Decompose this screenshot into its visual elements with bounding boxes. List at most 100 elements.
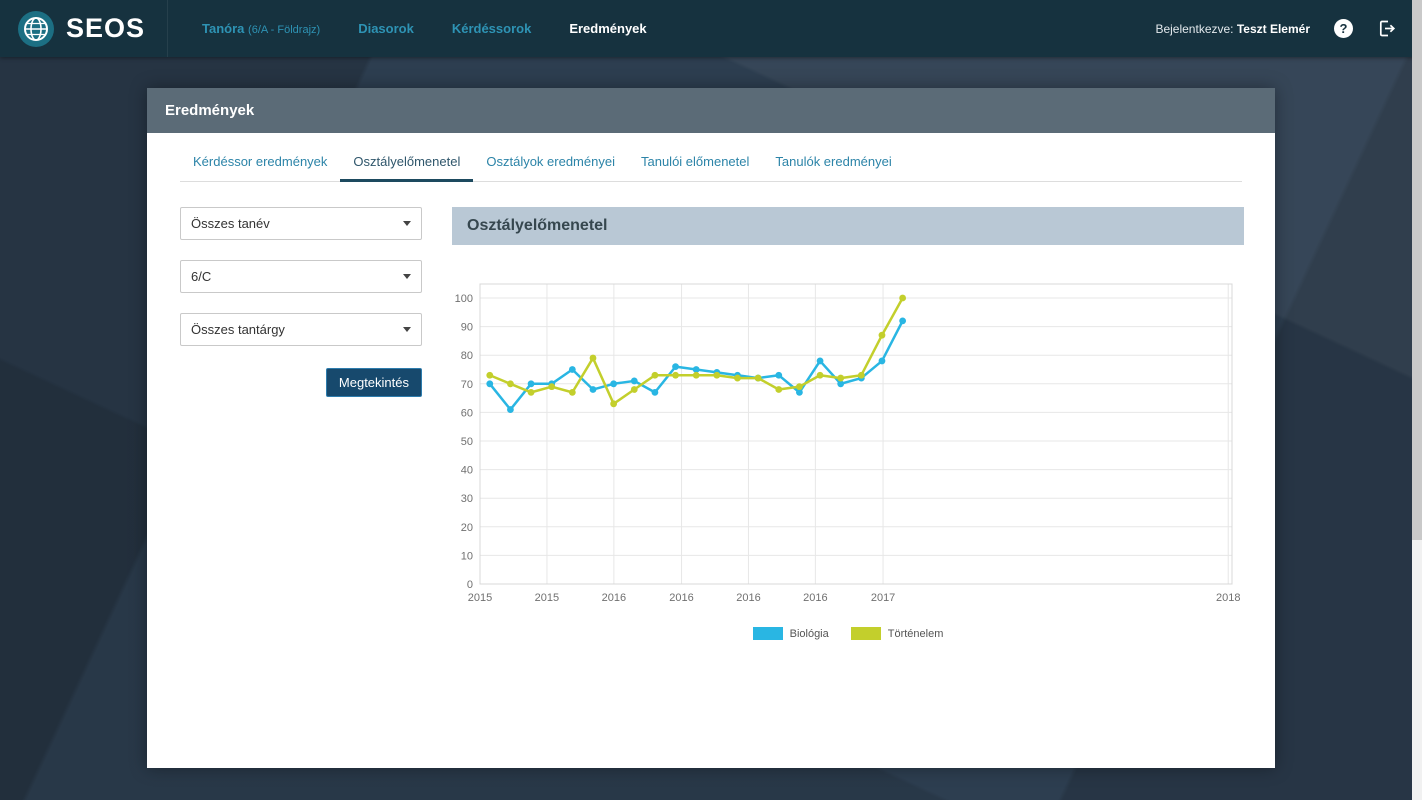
data-point <box>878 357 886 365</box>
data-point <box>589 354 597 362</box>
chevron-down-icon <box>403 274 411 279</box>
tab-osztalyok-eredmenyei[interactable]: Osztályok eredményei <box>486 154 615 169</box>
data-point <box>899 317 907 325</box>
tab-kerdessor-eredmenyek[interactable]: Kérdéssor eredmények <box>193 154 328 169</box>
subject-select-value: Összes tantárgy <box>191 322 285 337</box>
chevron-down-icon <box>403 221 411 226</box>
y-axis-tick-label: 100 <box>455 293 473 305</box>
y-axis-tick-label: 0 <box>467 579 473 591</box>
view-button[interactable]: Megtekintés <box>325 368 422 397</box>
brand-name: SEOS <box>66 13 146 43</box>
data-point <box>775 386 783 393</box>
series-line-0 <box>488 320 904 411</box>
nav-item-kerdessorok[interactable]: Kérdéssorok <box>451 21 532 36</box>
filters-column: Összes tanév 6/C Összes tantárgy Megteki… <box>180 207 422 640</box>
data-point <box>507 406 514 413</box>
legend-entry-biologia: Biológia <box>752 627 829 640</box>
class-select-value: 6/C <box>191 269 212 284</box>
nav-item-tanora-label: Tanóra <box>202 21 245 36</box>
x-axis-tick-label: 2015 <box>535 592 559 604</box>
y-axis-tick-label: 10 <box>461 550 473 562</box>
nav-item-diasorok[interactable]: Diasorok <box>358 21 414 36</box>
legend-swatch-tortenelem <box>850 627 881 640</box>
logout-icon[interactable] <box>1377 19 1396 38</box>
x-axis-tick-label: 2016 <box>602 592 626 604</box>
data-point <box>672 363 679 371</box>
data-point <box>857 371 865 379</box>
data-point <box>486 371 494 379</box>
legend-swatch-biologia <box>752 627 783 640</box>
y-axis-tick-label: 70 <box>461 379 473 391</box>
nav-item-tanora-suffix: (6/A - Földrajz) <box>248 24 321 36</box>
data-point <box>796 383 803 391</box>
chart-legend: Biológia Történelem <box>452 627 1244 640</box>
x-axis-tick-label: 2018 <box>1216 592 1240 604</box>
help-icon[interactable]: ? <box>1334 19 1353 38</box>
data-point <box>568 388 576 396</box>
x-axis-tick-label: 2016 <box>803 592 827 604</box>
data-point <box>568 366 576 373</box>
y-axis-tick-label: 60 <box>461 407 473 419</box>
data-point <box>899 294 907 302</box>
legend-label-biologia: Biológia <box>789 627 829 640</box>
scrollbar-thumb[interactable] <box>1412 0 1422 540</box>
nav-item-tanora[interactable]: Tanóra (6/A - Földrajz) <box>202 21 320 36</box>
chart-area: 0 10 20 30 40 50 60 70 80 90 100 2015 2015 2016 2016 20… <box>452 272 1244 640</box>
plot-border <box>479 283 1233 585</box>
data-point <box>630 386 638 393</box>
top-navigation-bar: SEOS Tanóra (6/A - Földrajz) Diasorok Ké… <box>0 0 1422 57</box>
school-year-select-value: Összes tanév <box>191 216 270 231</box>
data-point <box>610 400 618 408</box>
page-scrollbar <box>1412 0 1422 800</box>
data-point <box>754 374 762 382</box>
y-axis-tick-label: 40 <box>461 465 473 477</box>
data-point <box>630 377 638 385</box>
data-point <box>692 371 700 379</box>
data-point <box>837 380 845 388</box>
tab-content: Összes tanév 6/C Összes tantárgy Megteki… <box>147 182 1275 640</box>
data-point <box>610 380 618 388</box>
subject-select[interactable]: Összes tantárgy <box>180 313 422 346</box>
data-point <box>878 331 886 339</box>
x-axis-tick-label: 2017 <box>871 592 895 604</box>
y-axis-tick-label: 20 <box>461 522 473 534</box>
tab-tanulok-eredmenyei[interactable]: Tanulók eredményei <box>775 154 892 169</box>
class-select[interactable]: 6/C <box>180 260 422 293</box>
school-year-select[interactable]: Összes tanév <box>180 207 422 240</box>
x-axis-tick-label: 2016 <box>669 592 693 604</box>
legend-label-tortenelem: Történelem <box>887 627 944 640</box>
x-axis-tick-label: 2016 <box>736 592 760 604</box>
panel-title: Eredmények <box>147 88 1275 133</box>
data-point <box>527 388 535 396</box>
data-point <box>837 374 845 382</box>
chart-title: Osztályelőmenetel <box>452 207 1244 245</box>
data-point <box>507 380 514 388</box>
y-axis-tick-label: 90 <box>461 322 473 334</box>
data-point <box>589 386 597 393</box>
data-point <box>672 371 679 379</box>
data-point <box>486 380 494 388</box>
data-point <box>651 388 659 396</box>
data-point <box>692 366 700 373</box>
tab-osztalyelomenetel[interactable]: Osztályelőmenetel <box>340 146 474 182</box>
data-point <box>651 371 659 379</box>
brand-logo-link[interactable]: SEOS <box>0 0 169 57</box>
logged-in-username: Teszt Elemér <box>1236 21 1310 36</box>
tab-tanuloi-elomenetel[interactable]: Tanulói előmenetel <box>640 154 750 169</box>
data-point <box>816 371 824 379</box>
logged-in-user: Bejelentkezve: Teszt Elemér <box>1155 22 1310 36</box>
topbar-right-group: Bejelentkezve: Teszt Elemér ? <box>1155 19 1422 38</box>
chevron-down-icon <box>403 327 411 332</box>
y-axis-tick-label: 80 <box>461 350 473 362</box>
data-point <box>527 380 535 388</box>
nav-item-eredmenyek[interactable]: Eredmények <box>569 21 647 36</box>
class-progress-chart: 0 10 20 30 40 50 60 70 80 90 100 2015 2015 2016 2016 20… <box>455 283 1240 604</box>
data-point <box>775 371 783 379</box>
data-point <box>734 374 741 382</box>
chart-column: Osztályelőmenetel 0 10 20 30 40 50 60 70 80 90 100… <box>452 207 1244 640</box>
globe-logo-icon <box>18 10 54 47</box>
x-axis-tick-label: 2015 <box>468 592 492 604</box>
data-point <box>713 371 721 379</box>
results-panel: Eredmények Kérdéssor eredmények Osztálye… <box>147 88 1275 768</box>
data-point <box>548 383 556 391</box>
